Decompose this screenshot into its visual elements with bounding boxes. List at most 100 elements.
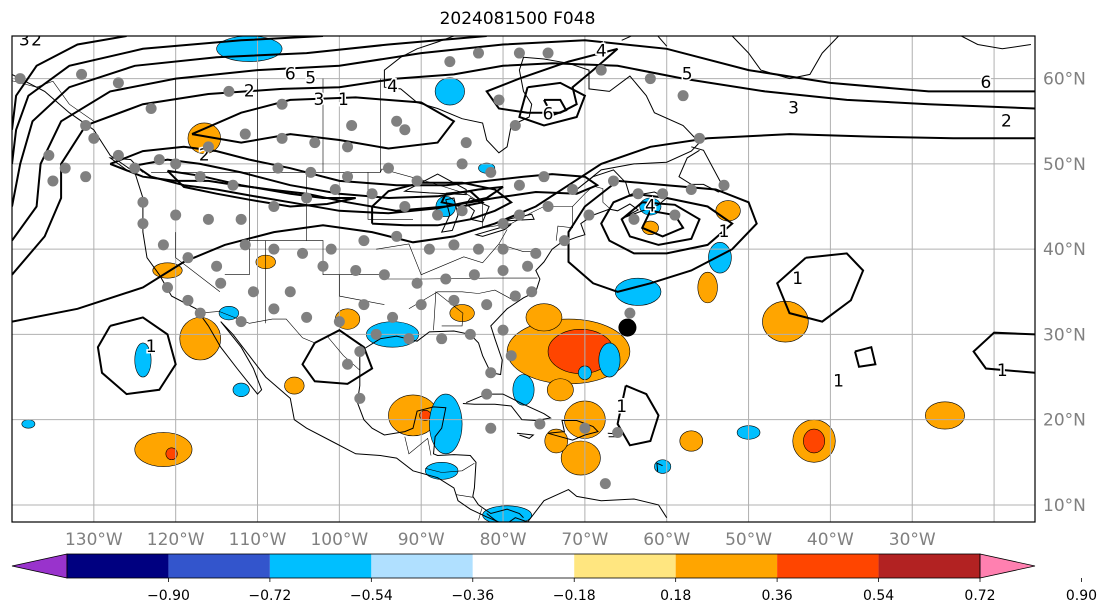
station-dot xyxy=(88,132,100,144)
station-dot xyxy=(644,73,656,85)
station-dot xyxy=(137,196,149,208)
station-dot xyxy=(509,120,521,132)
shaded-region xyxy=(560,440,601,476)
contour-label: 1 xyxy=(833,371,844,391)
station-dot xyxy=(268,243,280,255)
station-dot xyxy=(481,388,493,400)
longitude-label: 40°W xyxy=(807,530,854,550)
station-dot xyxy=(194,171,206,183)
station-dot xyxy=(579,422,591,434)
coastline xyxy=(359,36,701,376)
station-dot xyxy=(194,307,206,319)
latitude-label: 40°N xyxy=(1043,240,1086,260)
map-title: 2024081500 F048 xyxy=(439,9,596,29)
anomaly-shading-layer xyxy=(21,36,965,522)
longitude-label: 130°W xyxy=(65,530,123,550)
station-dot xyxy=(513,179,525,191)
station-dot xyxy=(370,328,382,340)
station-dot xyxy=(448,239,460,251)
political-border xyxy=(306,172,384,275)
station-dot xyxy=(153,154,165,166)
station-dot xyxy=(145,102,157,114)
station-dot xyxy=(391,230,403,242)
colorbar-tick-label: 0.72 xyxy=(964,588,995,604)
colorbar-extend-low xyxy=(11,553,68,579)
station-dot xyxy=(276,132,288,144)
contour-label: 2 xyxy=(1001,111,1012,131)
station-dot xyxy=(411,175,423,187)
station-dot xyxy=(346,120,358,132)
political-border xyxy=(175,232,221,293)
station-dot xyxy=(497,324,509,336)
station-dot xyxy=(513,47,525,59)
station-dot xyxy=(239,128,251,140)
longitude-label: 110°W xyxy=(229,530,287,550)
station-dot xyxy=(342,171,354,183)
colorbar-tick-label: 0.54 xyxy=(863,588,894,604)
station-dot xyxy=(317,260,329,272)
coastline xyxy=(621,36,668,47)
contour-label: 1 xyxy=(997,361,1008,381)
contour-label: 1 xyxy=(719,222,730,242)
station-dot xyxy=(235,316,247,328)
colorbar-segment xyxy=(472,554,575,578)
station-dot xyxy=(468,269,480,281)
station-dot xyxy=(272,162,284,174)
colorbar-segment xyxy=(168,554,270,578)
station-dot xyxy=(583,209,595,221)
shaded-region xyxy=(429,393,463,455)
station-dot xyxy=(542,47,554,59)
station-dot xyxy=(599,478,611,490)
station-dot xyxy=(415,299,427,311)
contour-label: 3 xyxy=(313,90,324,110)
longitude-label: 100°W xyxy=(310,530,368,550)
station-dot xyxy=(137,218,149,230)
station-dot xyxy=(182,252,194,264)
coastline xyxy=(486,489,668,522)
contour-line xyxy=(134,158,504,215)
station-dot xyxy=(211,260,223,272)
contour-line xyxy=(616,384,660,447)
colorbar-tick-label: −0.72 xyxy=(248,588,291,604)
station-dot xyxy=(608,175,620,187)
station-dot xyxy=(170,158,182,170)
colorbar-segment xyxy=(371,554,473,578)
station-dot xyxy=(305,166,317,178)
contour-line xyxy=(371,181,514,227)
station-dot xyxy=(297,247,309,259)
contour-label: 6 xyxy=(543,104,554,124)
station-dot xyxy=(47,175,59,187)
station-dot xyxy=(161,282,173,294)
political-border xyxy=(425,462,475,473)
map-frame xyxy=(11,35,1036,523)
station-dot xyxy=(505,350,517,362)
station-dot xyxy=(227,179,239,191)
station-dot xyxy=(301,192,313,204)
contour-label: 4 xyxy=(645,197,656,217)
contour-line xyxy=(109,145,600,212)
station-dot xyxy=(80,171,92,183)
station-dot xyxy=(624,307,636,319)
contour-line xyxy=(776,252,865,323)
station-dot xyxy=(472,243,484,255)
station-dot xyxy=(440,273,452,285)
station-dot xyxy=(247,286,259,298)
latitude-labels: 60°N 50°N 40°N 30°N 20°N 10°N xyxy=(1043,70,1086,516)
contour-label: 3 xyxy=(788,98,799,118)
political-border xyxy=(433,291,464,331)
station-dot xyxy=(235,213,247,225)
contour-label: 4 xyxy=(596,41,607,61)
contour-label: 5 xyxy=(682,64,693,84)
station-dot xyxy=(485,166,497,178)
station-dot xyxy=(460,137,472,149)
political-border xyxy=(224,172,250,275)
station-dot xyxy=(59,162,71,174)
station-dot xyxy=(685,183,697,195)
contour-line xyxy=(12,62,1035,276)
shaded-region xyxy=(708,242,732,274)
contour-label: 2 xyxy=(31,30,42,50)
station-dot xyxy=(530,247,542,259)
location-marker xyxy=(618,318,637,337)
station-dot xyxy=(399,124,411,136)
